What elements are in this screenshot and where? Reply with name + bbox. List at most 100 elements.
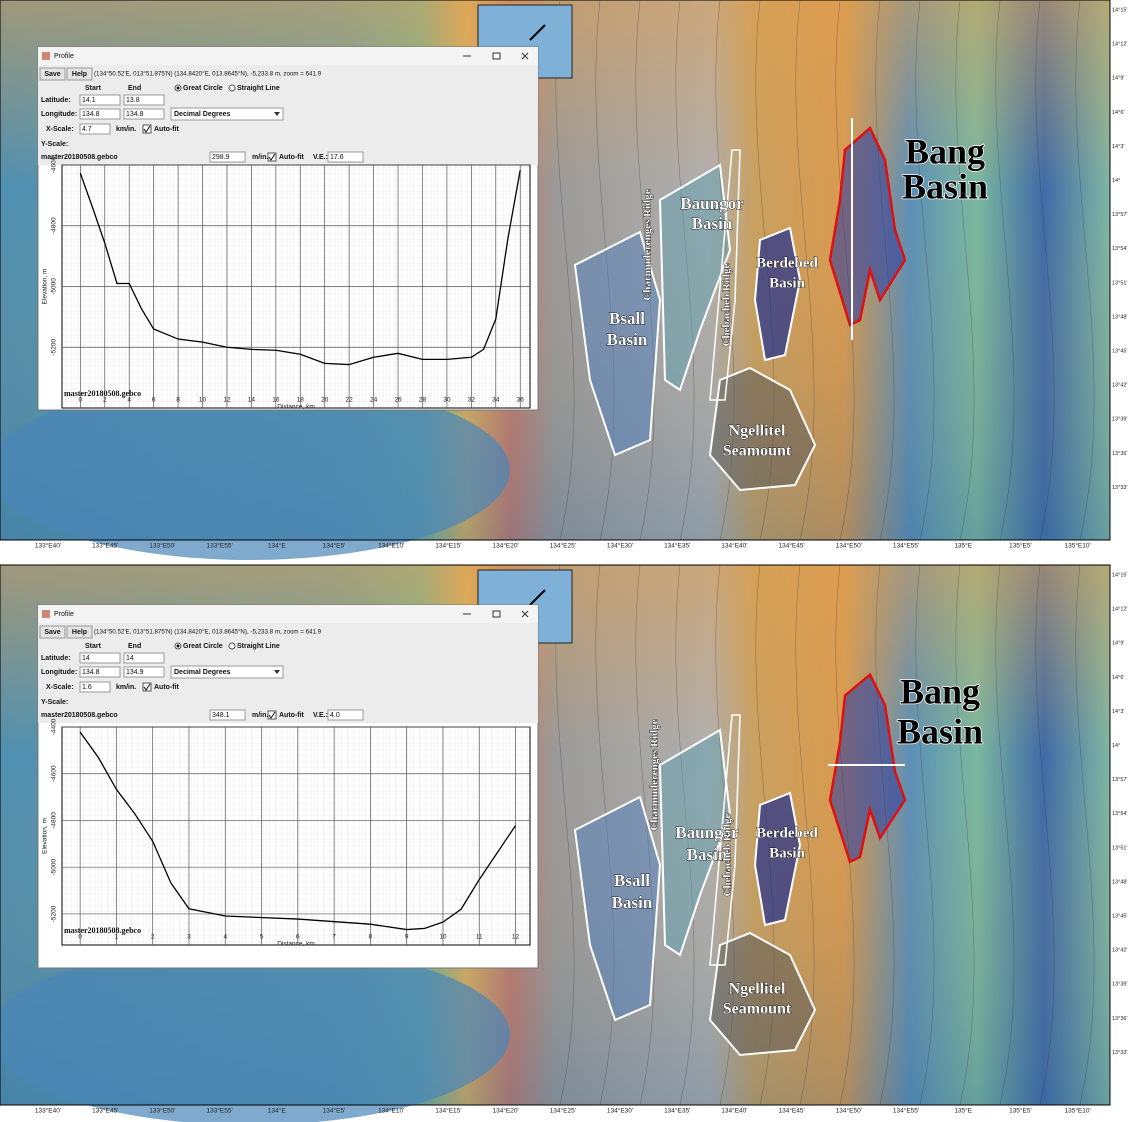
button-label[interactable]: Save [44, 629, 60, 636]
input[interactable] [327, 151, 364, 163]
checkbox[interactable] [142, 124, 152, 134]
input-value: 4.7 [82, 126, 92, 133]
input[interactable] [79, 666, 121, 678]
button-label[interactable]: Save [44, 71, 60, 78]
input[interactable] [209, 709, 246, 721]
field-label: Y-Scale: [41, 699, 68, 706]
checkbox[interactable] [267, 710, 277, 720]
radio-dot [176, 86, 180, 90]
field-label: Longitude: [41, 669, 77, 676]
map-label: Basin [612, 893, 653, 912]
button-label[interactable]: Help [72, 71, 87, 78]
field-label: X-Scale: [46, 126, 74, 133]
lon-label: 134°E5' [323, 1107, 346, 1115]
map-label: Bsall [614, 871, 650, 890]
field-label: V.E.: [313, 154, 328, 161]
lon-label: 134°E35' [664, 1107, 690, 1115]
radio[interactable] [228, 642, 236, 650]
lon-label: 134°E30' [607, 1107, 633, 1115]
input[interactable] [209, 151, 246, 163]
lon-label: 134°E10' [378, 1107, 404, 1115]
button[interactable] [39, 625, 66, 639]
dataset: master20180508.gebco [41, 712, 118, 719]
input[interactable] [79, 652, 121, 664]
x-tick-label: 28 [419, 397, 427, 404]
close[interactable] [521, 610, 529, 618]
lon-label: 134°E45' [778, 542, 804, 550]
x-tick-label: 20 [321, 397, 329, 404]
lon-label: 134°E10' [378, 542, 404, 550]
map-label: Seamount [723, 443, 792, 460]
lon-label: 134°E [268, 542, 286, 550]
button[interactable] [66, 625, 93, 639]
button-label[interactable]: Help [72, 629, 87, 636]
maximize[interactable] [492, 610, 501, 618]
dropdown-value: Decimal Degrees [174, 111, 231, 118]
basin-outline [753, 791, 802, 927]
radio[interactable] [228, 84, 236, 92]
input[interactable] [123, 108, 165, 120]
lat-label: 13°51' [1112, 845, 1128, 851]
input-value: 13.8 [126, 97, 140, 104]
close[interactable] [521, 52, 529, 60]
checkbox[interactable] [267, 152, 277, 162]
input-value: 14 [126, 655, 134, 662]
bang-basin-outline [828, 672, 907, 864]
contour [955, 0, 975, 541]
maximize[interactable] [492, 52, 501, 60]
input[interactable] [79, 123, 111, 135]
lat-label: 13°42' [1112, 383, 1128, 389]
dropdown[interactable] [170, 107, 284, 121]
input-value: 134.9 [126, 669, 144, 676]
app-icon [42, 610, 50, 618]
lat-label: 14° [1112, 178, 1120, 184]
field-label: X-Scale: [46, 684, 74, 691]
contour [1075, 0, 1095, 541]
input-value: 14.1 [82, 97, 96, 104]
input[interactable] [327, 709, 364, 721]
plot-area [61, 726, 531, 946]
start-label: Start [85, 85, 102, 92]
input[interactable] [79, 681, 111, 693]
input-value: 4.0 [330, 712, 340, 719]
lat-label: 13°33' [1112, 485, 1128, 491]
dropdown[interactable] [170, 665, 284, 679]
map-frame [0, 0, 1111, 541]
x-tick-label: 2 [151, 934, 155, 941]
dropdown-arrow [274, 670, 280, 674]
lat-label: 13°51' [1112, 280, 1128, 286]
lon-label: 134°E50' [836, 1107, 862, 1115]
x-tick-label: 14 [248, 397, 256, 404]
lat-label: 13°57' [1112, 212, 1128, 218]
lon-label: 133°E40' [35, 1107, 61, 1115]
input[interactable] [79, 108, 121, 120]
input[interactable] [123, 666, 165, 678]
lat-label: 14°3' [1112, 144, 1124, 150]
x-tick-label: 5 [260, 934, 264, 941]
lon-label: 135°E5' [1009, 1107, 1032, 1115]
input[interactable] [123, 652, 165, 664]
button[interactable] [39, 67, 66, 81]
x-tick-label: 11 [476, 934, 483, 941]
radio-label: Straight Line [237, 85, 280, 92]
map-label: Ngellitel [729, 981, 786, 998]
input-value: 134.8 [82, 111, 100, 118]
contour [915, 564, 935, 1106]
check [143, 125, 151, 133]
contour [875, 564, 895, 1106]
map-label: Seamount [723, 1001, 792, 1018]
map-label: Bang [900, 671, 980, 711]
input[interactable] [79, 94, 121, 106]
watermark: master20180508.gebco [64, 926, 141, 935]
lat-label: 13°39' [1112, 982, 1128, 988]
lon-label: 135°E [954, 1107, 972, 1115]
basin-outline [658, 163, 732, 392]
y-tick-label: -5200 [51, 905, 58, 922]
lat-label: 14°6' [1112, 110, 1124, 116]
input[interactable] [123, 94, 165, 106]
button[interactable] [66, 67, 93, 81]
map-label: Ngellitel [729, 423, 786, 440]
checkbox[interactable] [142, 682, 152, 692]
